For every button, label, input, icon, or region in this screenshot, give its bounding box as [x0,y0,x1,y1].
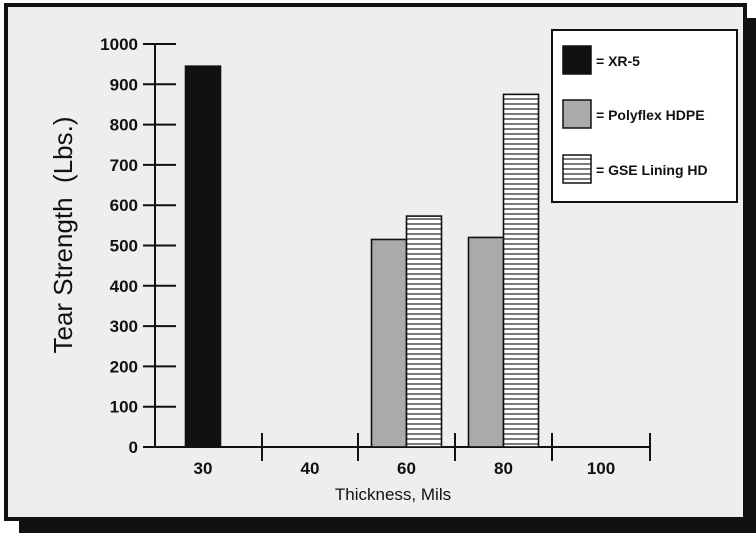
legend: = XR-5 = Polyflex HDPE = GSE Lining HD [551,29,738,203]
bar-30-series-0 [184,65,222,448]
y-tick-label: 100 [110,398,138,417]
bar-80-series-1 [467,236,505,448]
y-axis-title: Tear Strength (Lbs.) [48,117,78,354]
x-tick-label: 80 [494,459,513,478]
x-tick-label: 60 [397,459,416,478]
bars [184,65,540,448]
y-tick-label: 0 [129,438,138,457]
bar-80-series-2 [502,93,540,448]
y-axis-ticks: 0 100 200 300 400 500 600 700 800 900 1000 [100,35,176,457]
x-tick-label: 100 [587,459,615,478]
y-tick-label: 500 [110,237,138,256]
bar-60-series-2 [405,215,443,448]
x-tick-label: 40 [301,459,320,478]
y-tick-label: 600 [110,196,138,215]
y-tick-label: 700 [110,156,138,175]
legend-label-xr5: = XR-5 [596,53,640,69]
y-tick-label: 300 [110,317,138,336]
x-axis-title: Thickness, Mils [335,485,451,504]
legend-swatch-polyflex [562,99,592,129]
y-tick-label: 400 [110,277,138,296]
bar-60-series-1 [370,238,408,448]
legend-swatch-xr5 [562,45,592,75]
y-tick-label: 1000 [100,35,138,54]
y-tick-label: 800 [110,116,138,135]
legend-label-polyflex: = Polyflex HDPE [596,107,705,123]
legend-swatch-gse [562,154,592,184]
x-axis-ticks: 30 40 60 80 100 [194,433,651,478]
x-tick-label: 30 [194,459,213,478]
legend-label-gse: = GSE Lining HD [596,162,708,178]
y-tick-label: 200 [110,357,138,376]
y-tick-label: 900 [110,75,138,94]
